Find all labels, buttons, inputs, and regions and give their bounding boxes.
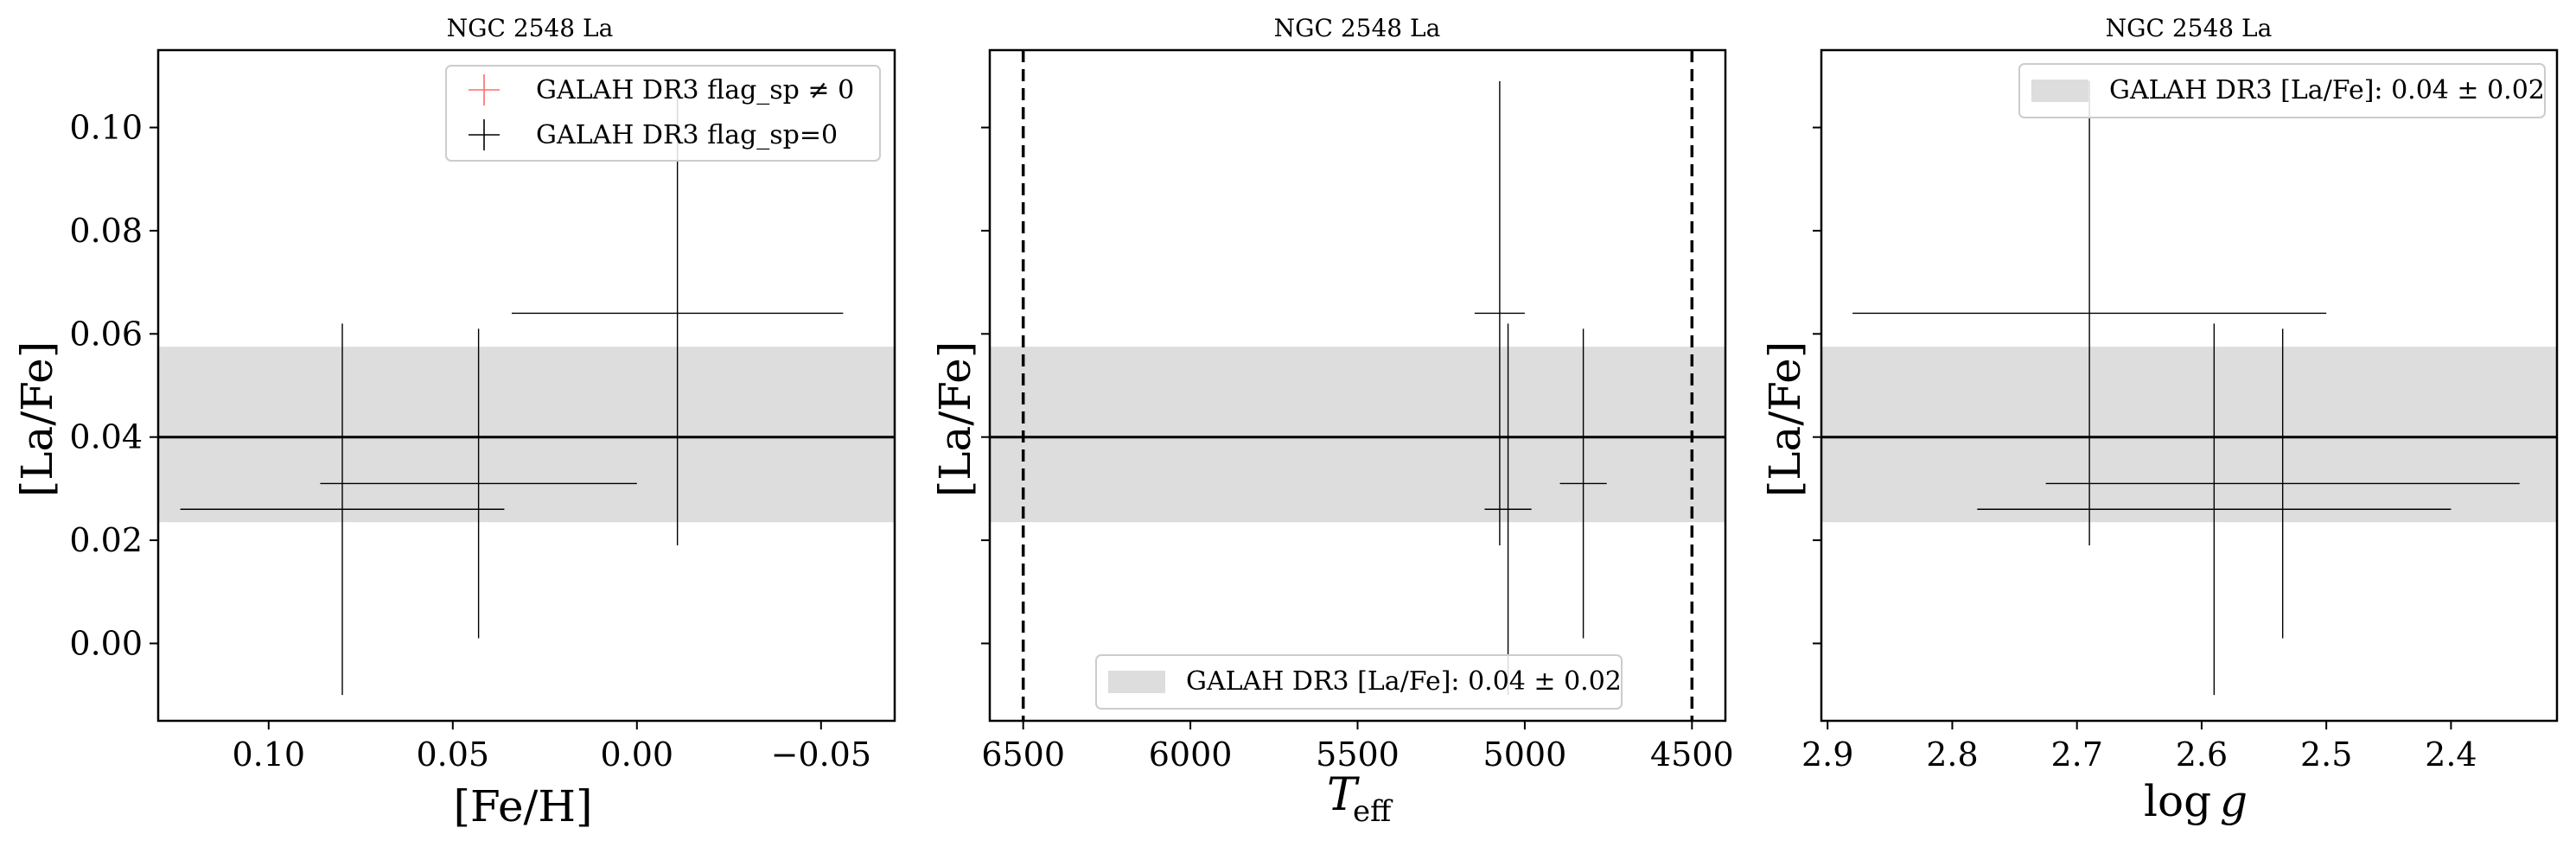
x-tick-label: 5000 xyxy=(1483,736,1567,774)
legend-entry-flag-zero: GALAH DR3 flag_sp=0 xyxy=(536,120,838,150)
x-tick-label: 6500 xyxy=(981,736,1065,774)
panel-3-legend: GALAH DR3 [La/Fe]: 0.04 ± 0.02 xyxy=(2018,63,2546,118)
x-tick-label: 2.8 xyxy=(1926,736,1978,774)
panel-3-ylabel: [La/Fe] xyxy=(1760,341,1810,497)
x-tick-label: 2.9 xyxy=(1801,736,1853,774)
x-tick-label: 0.00 xyxy=(600,736,673,774)
x-tick-label: 2.6 xyxy=(2176,736,2228,774)
y-tick-label: 0.10 xyxy=(69,109,143,147)
panel-feh: NGC 2548 La 0.00 0.02 0.04 0.06 0.08 0.10 0.10… xyxy=(12,14,896,831)
y-tick-label: 0.02 xyxy=(69,521,143,559)
x-tick-label: 6000 xyxy=(1149,736,1233,774)
panel-teff: NGC 2548 La 6500 6000 5500 5000 4500 GALAH D… xyxy=(930,14,1734,829)
uncertainty-band xyxy=(990,347,1725,523)
legend-band-patch-icon xyxy=(1108,671,1165,693)
legend-entry-galah-mean: GALAH DR3 [La/Fe]: 0.04 ± 0.02 xyxy=(2109,75,2545,105)
x-tick-label: 2.4 xyxy=(2425,736,2477,774)
uncertainty-band xyxy=(1821,347,2557,523)
y-tick-label: 0.00 xyxy=(69,624,143,662)
x-tick-label: 0.05 xyxy=(416,736,489,774)
legend-entry-galah-mean: GALAH DR3 [La/Fe]: 0.04 ± 0.02 xyxy=(1186,666,1622,697)
panel-3-title: NGC 2548 La xyxy=(2106,14,2273,42)
y-tick-label: 0.08 xyxy=(69,212,143,250)
panel-1-plot: 0.00 0.02 0.04 0.06 0.08 0.10 0.10 0.05 0.00 −0.0… xyxy=(69,48,896,774)
axes-frame xyxy=(1820,48,2559,723)
panel-3-plot: 2.9 2.8 2.7 2.6 2.5 2.4 xyxy=(1801,48,2559,774)
y-tick-label: 0.04 xyxy=(69,418,143,456)
x-tick-label: 0.10 xyxy=(232,736,305,774)
legend-frame xyxy=(2018,63,2546,118)
panel-2-ylabel: [La/Fe] xyxy=(930,341,980,497)
panel-2-title: NGC 2548 La xyxy=(1274,14,1441,42)
panel-2-legend: GALAH DR3 [La/Fe]: 0.04 ± 0.02 xyxy=(1095,654,1623,710)
x-tick-label: −0.05 xyxy=(771,736,871,774)
panel-1-ylabel: [La/Fe] xyxy=(12,341,62,497)
x-tick-label: 5500 xyxy=(1316,736,1400,774)
panel-2-xlabel: T eff xyxy=(1327,769,1393,829)
teff-symbol: T xyxy=(1327,769,1360,821)
panel-3-xlabel: log g xyxy=(2144,776,2248,826)
panel-1-title: NGC 2548 La xyxy=(447,14,614,42)
legend-entry-flag-nonzero: GALAH DR3 flag_sp ≠ 0 xyxy=(536,75,854,105)
legend-red-cross-icon xyxy=(469,74,500,105)
x-tick-label: 4500 xyxy=(1650,736,1734,774)
legend-band-patch-icon xyxy=(2031,80,2088,102)
legend-frame xyxy=(445,65,881,162)
legend-frame xyxy=(1095,654,1623,710)
axes-frame xyxy=(156,48,896,723)
uncertainty-band xyxy=(158,347,895,523)
y-tick-label: 0.06 xyxy=(69,315,143,353)
g-symbol: g xyxy=(2220,776,2248,826)
teff-subscript: eff xyxy=(1353,794,1393,829)
x-tick-label: 2.7 xyxy=(2050,736,2102,774)
panel-2-plot: 6500 6000 5500 5000 4500 xyxy=(981,48,1734,774)
log-word: log xyxy=(2144,776,2211,826)
panel-1-legend: GALAH DR3 flag_sp ≠ 0 GALAH DR3 flag_sp=… xyxy=(445,65,881,162)
panel-logg: NGC 2548 La 2.9 2.8 2.7 2.6 2.5 2.4 GALAH DR3… xyxy=(1760,14,2559,826)
legend-black-cross-icon xyxy=(469,119,500,150)
panel-1-xlabel: [Fe/H] xyxy=(453,781,592,831)
x-tick-label: 2.5 xyxy=(2300,736,2352,774)
